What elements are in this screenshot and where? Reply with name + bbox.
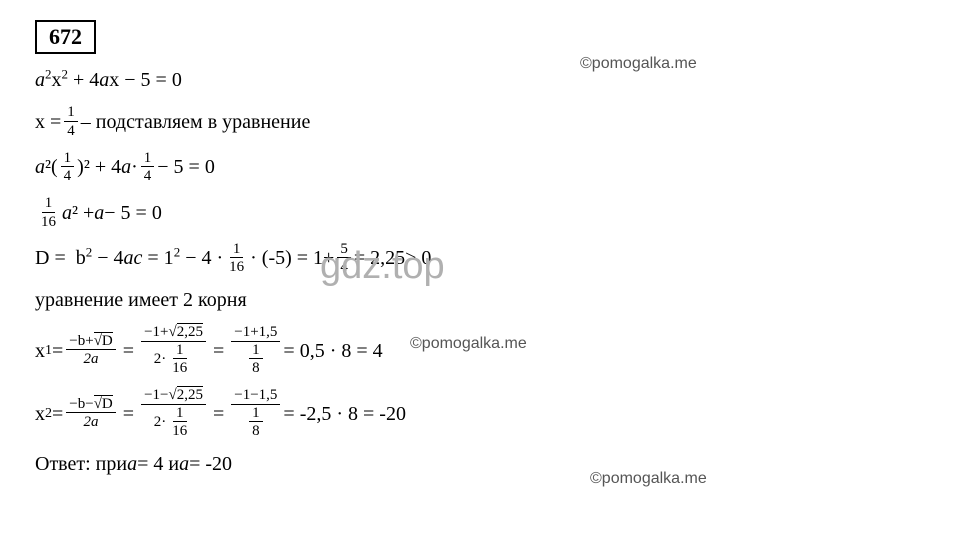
l5-ac: ac [124, 244, 143, 272]
l2-prefix: x = [35, 108, 61, 136]
answer-a1: a [127, 450, 137, 478]
l7-f2d: 2·116 [151, 342, 197, 378]
l3-p4: − 5 = 0 [157, 153, 215, 181]
l3-f2n: 1 [141, 150, 155, 168]
l3-f2d: 4 [141, 167, 155, 185]
l8-eq: = [52, 400, 63, 428]
l7-f2n: −1+√2,25 [141, 324, 206, 342]
problem-number: 672 [35, 20, 96, 54]
answer-p1: = 4 и [137, 450, 179, 478]
l3-f1d: 4 [61, 167, 75, 185]
l3-a: a [35, 153, 45, 181]
watermark-2: ©pomogalka.me [410, 335, 527, 353]
answer-p2: = -20 [189, 450, 232, 478]
l8-res: = -2,5 · 8 = -20 [283, 400, 406, 428]
l5-fn: 1 [230, 241, 244, 259]
equation-line-8: x2 = −b−√D 2a = −1−√2,25 2·116 = −1−1,5 … [35, 387, 925, 440]
l4-rest2: − 5 = 0 [104, 199, 162, 227]
watermark-3: ©pomogalka.me [590, 470, 707, 488]
l7-f3n: −1+1,5 [231, 324, 280, 342]
l2-den: 4 [64, 122, 78, 140]
equation-line-4: 1 16 a ² + a − 5 = 0 [35, 195, 925, 231]
l8-f1n: −b−√D [66, 396, 116, 414]
l3-p3: · [131, 153, 138, 181]
l5-fd: 16 [226, 258, 247, 276]
answer-prefix: Ответ: при [35, 450, 127, 478]
l8-f3d: 18 [243, 405, 269, 441]
equation-line-5: D = b2 − 4 ac = 12 − 4 · 1 16 · (-5) = 1… [35, 241, 925, 277]
l3-p2: )² + 4 [77, 153, 121, 181]
l7-eq: = [52, 337, 63, 365]
l4-a2: a [94, 199, 104, 227]
l8-f2d: 2·116 [151, 405, 197, 441]
l4-num: 1 [42, 195, 56, 213]
answer-a2: a [179, 450, 189, 478]
l3-p1: ²( [45, 153, 58, 181]
answer-line: Ответ: при a = 4 и a = -20 [35, 450, 925, 478]
equation-line-2: x = 1 4 – подставляем в уравнение [35, 104, 925, 140]
l7-f1d: 2a [81, 350, 102, 368]
l8-x: x [35, 400, 45, 428]
l4-a: a [62, 199, 72, 227]
l2-suffix: – подставляем в уравнение [81, 108, 311, 136]
equation-line-3: a ²( 1 4 )² + 4 a · 1 4 − 5 = 0 [35, 150, 925, 186]
l7-f1n: −b+√D [66, 333, 116, 351]
l3-a2: a [121, 153, 131, 181]
l7-f3d: 18 [243, 342, 269, 378]
l8-f2n: −1−√2,25 [141, 387, 206, 405]
equation-line-1: a2x2 + 4ax − 5 = 0 [35, 66, 925, 94]
l5-d: D = b2 − 4 [35, 244, 124, 272]
l7-res: = 0,5 · 8 = 4 [283, 337, 382, 365]
l8-f1d: 2a [81, 413, 102, 431]
l8-f3n: −1−1,5 [231, 387, 280, 405]
l4-rest: ² + [72, 199, 94, 227]
l3-f1n: 1 [61, 150, 75, 168]
l7-x: x [35, 337, 45, 365]
l2-num: 1 [64, 104, 78, 122]
equation-line-6: уравнение имеет 2 корня [35, 286, 925, 314]
watermark-1: ©pomogalka.me [580, 55, 697, 73]
watermark-center: gdz.top [320, 245, 445, 288]
l4-den: 16 [38, 213, 59, 231]
l5-p1: = 12 − 4 · [142, 244, 223, 272]
l6-text: уравнение имеет 2 корня [35, 286, 247, 314]
